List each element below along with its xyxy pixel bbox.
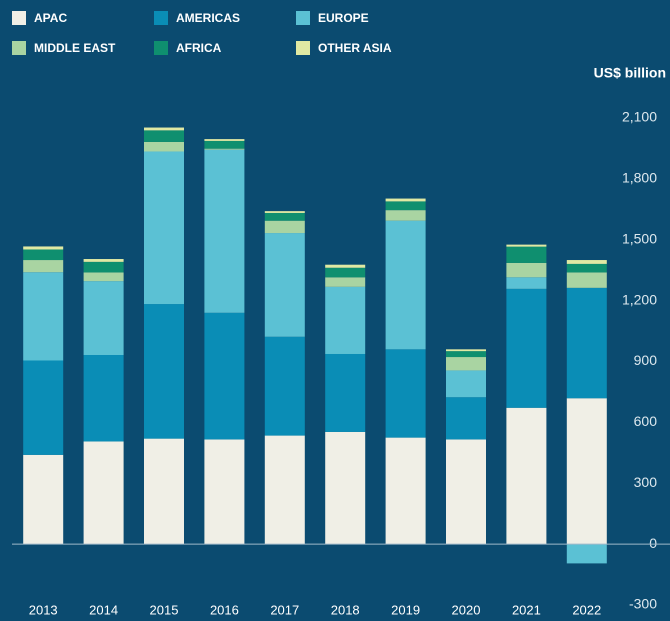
bar-segment [204,148,245,150]
bar-segment [204,139,245,141]
bar-segment [506,407,547,545]
bar-segment [204,312,245,440]
bar-segment [264,212,305,221]
bar-segment [83,281,124,356]
bar-segment [23,454,64,545]
bar-segment [506,288,547,408]
legend-label: AFRICA [176,41,222,55]
bar-segment [446,357,486,371]
bar-segment [325,353,366,432]
y-tick-label: 1,800 [622,170,657,186]
bar-segment [83,261,124,273]
x-tick-label: 2013 [29,602,58,617]
bar-segment [446,397,486,440]
legend-label: MIDDLE EAST [34,41,116,55]
bar-segment [23,360,64,455]
bar-segment [264,220,305,234]
bar-segment [144,127,184,131]
bar-segment [385,220,426,350]
bar-segment [264,336,305,436]
legend-swatch [296,11,310,25]
bar-segment [566,544,607,564]
y-tick-label: 1,500 [622,230,657,246]
bar-segment [144,304,184,439]
legend-swatch [154,11,168,25]
bar-segment [566,287,607,399]
bar-segment [446,370,486,398]
x-tick-label: 2021 [512,602,541,617]
y-tick-label: 2,100 [622,109,657,125]
legend-label: OTHER ASIA [318,41,392,55]
bar-segment [506,246,547,263]
x-tick-label: 2015 [150,602,179,617]
y-tick-label: 1,200 [622,291,657,307]
bar-segment [385,210,426,221]
bar-segment [385,198,426,202]
legend-swatch [154,41,168,55]
bar-segment [23,249,64,261]
y-axis-label: US$ billion [594,65,666,81]
bar-segment [325,264,366,268]
bar-segment [325,431,366,545]
legend-swatch [296,41,310,55]
bar-segment [385,349,426,438]
bar-segment [385,201,426,211]
bar-segment [566,398,607,545]
bar-segment [144,438,184,545]
bar-segment [264,233,305,337]
bar-segment [325,277,366,287]
bar-segment [264,435,305,545]
bar-segment [204,439,245,545]
bar-segment [204,140,245,149]
bar-segment [566,263,607,273]
bar-segment [23,246,64,250]
x-tick-label: 2020 [452,602,481,617]
bar-segment [23,260,64,273]
bar-segment [83,259,124,262]
legend-label: APAC [34,11,67,25]
bar-segment [83,355,124,442]
bar-segment [144,141,184,152]
legend-label: EUROPE [318,11,369,25]
bar-segment [566,260,607,264]
bar-segment [264,211,305,213]
bar-segment [385,437,426,545]
bar-segment [506,262,547,278]
legend-swatch [12,11,26,25]
bar-segment [566,272,607,288]
legend-swatch [12,41,26,55]
bar-segment [204,149,245,313]
bar-segment [23,272,64,361]
bar-segment [325,286,366,354]
bar-segment [446,439,486,545]
y-tick-label: -300 [629,596,657,612]
bar-segment [446,351,486,358]
y-tick-label: 600 [634,413,658,429]
bar-segment [144,151,184,305]
x-tick-label: 2016 [210,602,239,617]
x-tick-label: 2018 [331,602,360,617]
bar-segment [506,277,547,289]
bar-segment [83,272,124,282]
x-tick-label: 2014 [89,602,118,617]
bar-segment [144,130,184,142]
y-tick-label: 0 [649,535,657,551]
bar-segment [446,349,486,352]
y-tick-label: 900 [634,352,658,368]
legend-label: AMERICAS [176,11,240,25]
x-tick-label: 2022 [572,602,601,617]
y-tick-label: 300 [634,474,658,490]
bar-segment [506,244,547,247]
x-tick-label: 2017 [270,602,299,617]
bar-segment [325,267,366,278]
x-tick-label: 2019 [391,602,420,617]
bar-segment [83,441,124,545]
